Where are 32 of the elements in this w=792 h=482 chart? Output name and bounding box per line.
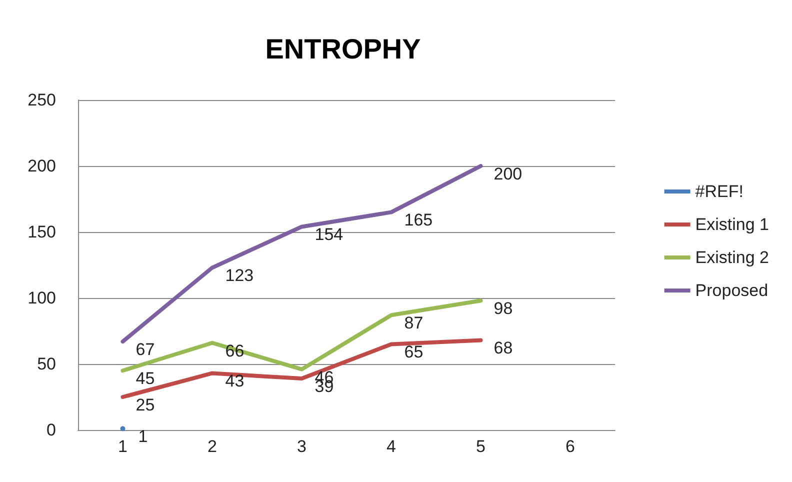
legend-label: Existing 1	[695, 215, 769, 234]
line-series	[120, 338, 483, 399]
legend-label: #REF!	[695, 182, 744, 201]
legend-label: Proposed	[695, 281, 768, 300]
x-tick-label: 4	[386, 437, 396, 456]
data-label: 98	[494, 299, 513, 318]
y-tick-label: 250	[28, 90, 56, 110]
x-tick-label: 6	[566, 437, 575, 456]
data-label: 25	[136, 396, 155, 414]
legend-label: Existing 2	[695, 248, 769, 267]
line-series	[120, 164, 483, 344]
y-tick-label: 100	[28, 288, 56, 308]
x-tick-label: 3	[297, 437, 306, 456]
data-label: 67	[136, 340, 155, 360]
x-tick-label: 1	[118, 437, 128, 456]
data-label: 154	[314, 225, 344, 244]
y-tick-label: 200	[28, 156, 56, 176]
data-label: 165	[404, 210, 433, 230]
chart-title: ENTROPHY	[265, 34, 422, 64]
data-label: 45	[136, 369, 155, 388]
y-tick-label: 0	[46, 420, 56, 440]
data-label: 43	[225, 372, 244, 391]
line-series	[120, 298, 483, 373]
y-tick-label: 150	[28, 222, 56, 242]
data-label: 123	[225, 266, 254, 286]
data-label: 68	[494, 338, 513, 358]
data-label: 87	[404, 314, 424, 333]
x-tick-label: 2	[208, 437, 217, 456]
data-label: 200	[494, 164, 522, 184]
y-tick-label: 50	[37, 354, 56, 374]
x-tick-label: 5	[476, 437, 486, 456]
data-label: 65	[404, 342, 424, 362]
